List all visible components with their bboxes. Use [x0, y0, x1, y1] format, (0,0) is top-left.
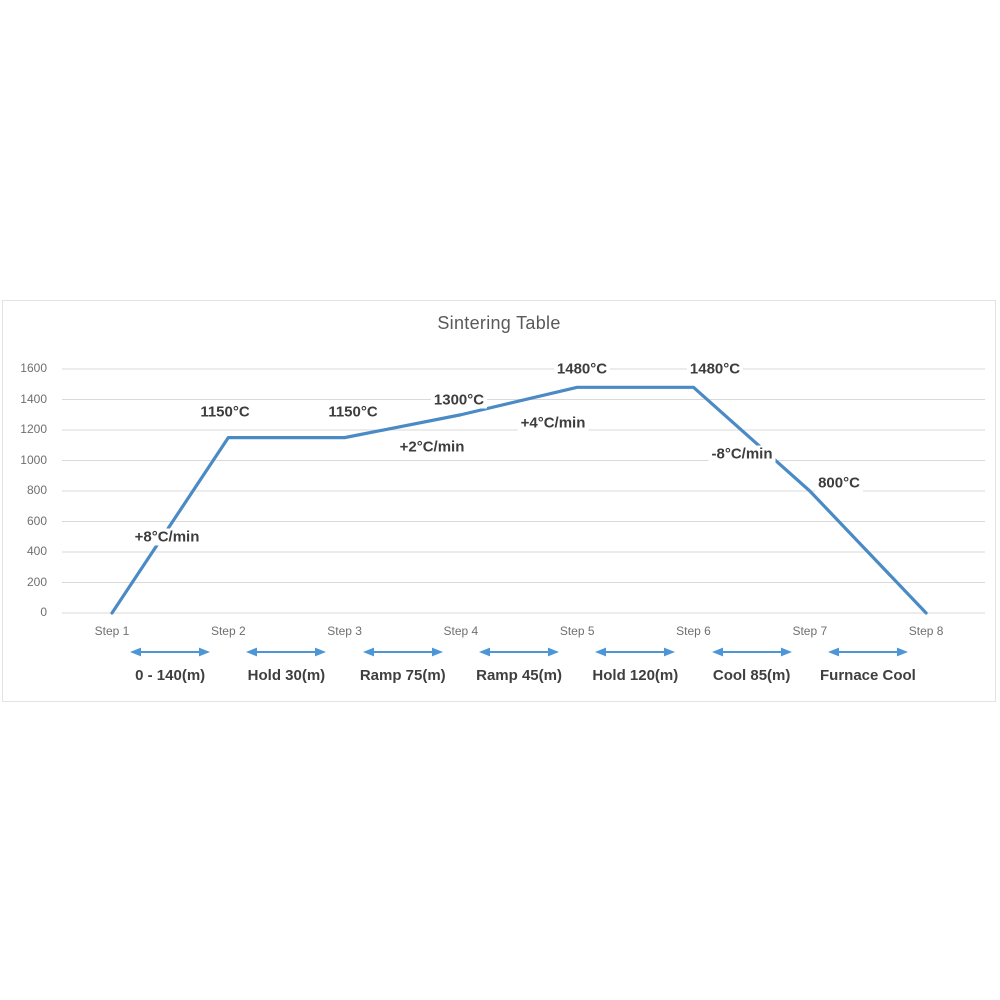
x-tick-label: Step 7	[792, 624, 828, 638]
y-tick-label: 0	[40, 605, 47, 619]
x-tick-label: Step 5	[559, 624, 595, 638]
y-tick-label: 1600	[20, 361, 47, 375]
duration-arrow-icon	[711, 647, 792, 657]
duration-label: 0 - 140(m)	[135, 667, 206, 684]
duration-arrow-icon	[130, 647, 211, 657]
duration-arrow-icon	[595, 647, 676, 657]
x-tick-label: Step 3	[327, 624, 362, 638]
duration-label: Hold 120(m)	[592, 667, 679, 684]
y-tick-label: 400	[26, 544, 47, 558]
duration-label: Furnace Cool	[820, 667, 916, 684]
duration-arrow-icon	[246, 647, 327, 657]
data-point-annotation: +8°C/min	[131, 528, 203, 546]
duration-label: Hold 30(m)	[247, 667, 326, 684]
data-point-annotation: 1150°C	[325, 403, 381, 421]
duration-label: Ramp 75(m)	[359, 667, 446, 684]
data-point-annotation: +2°C/min	[396, 438, 468, 456]
duration-label: Cool 85(m)	[712, 667, 791, 684]
data-point-annotation: -8°C/min	[708, 445, 776, 463]
x-tick-label: Step 6	[676, 624, 711, 638]
duration-label: Ramp 45(m)	[476, 667, 562, 684]
y-tick-label: 1200	[20, 422, 47, 436]
data-point-annotation: +4°C/min	[517, 414, 589, 432]
y-tick-label: 800	[26, 483, 47, 497]
line-plot	[62, 368, 985, 615]
y-tick-label: 600	[26, 513, 47, 528]
duration-arrow-icon	[479, 647, 560, 657]
data-point-annotation: 1300°C	[430, 391, 488, 409]
data-point-annotation: 1480°C	[553, 360, 611, 378]
y-tick-label: 1000	[20, 452, 47, 467]
x-tick-label: Step 1	[94, 624, 130, 638]
sintering-chart-panel: Sintering Table 0 200 400 600 800 1000 1200 140…	[2, 300, 996, 702]
data-point-annotation: 1150°C	[197, 403, 253, 421]
y-tick-label: 1400	[20, 391, 47, 406]
x-tick-label: Step 2	[210, 624, 246, 638]
temperature-series-line	[110, 385, 928, 615]
data-point-annotation: 800°C	[815, 474, 863, 492]
duration-arrow-icon	[362, 647, 443, 657]
y-tick-label: 200	[26, 574, 47, 589]
data-point-annotation: 1480°C	[686, 360, 744, 378]
x-tick-label: Step 4	[443, 624, 479, 638]
x-tick-label: Step 8	[908, 624, 944, 638]
chart-title: Sintering Table	[437, 313, 561, 333]
duration-arrow-icon	[827, 647, 908, 657]
